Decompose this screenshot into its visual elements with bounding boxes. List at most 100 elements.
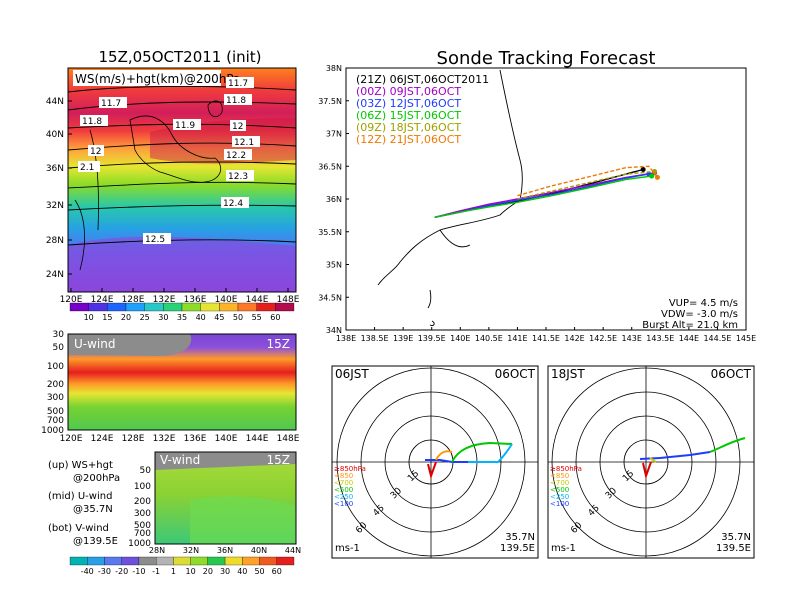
contour-label-bg xyxy=(88,145,104,156)
ws-colorbar-tick: 25 xyxy=(140,313,150,322)
track-x-tick-label: 140.5E xyxy=(475,334,503,343)
map-contour-labels: 11.7 11.7 11.8 11.8 11.9 12 12 12.1 12.2 12.3 12.4… xyxy=(78,77,260,245)
legend-note-line1: (bot) V-wind xyxy=(48,523,109,534)
v-pressure-tick-label: 100 xyxy=(134,482,151,492)
hodograph-right: 18JST 06OCT35.7N139.5Ems-115304560≥850hPa… xyxy=(547,365,755,559)
track-end-point xyxy=(652,168,658,174)
contour-label: 12.5 xyxy=(145,235,165,245)
track-x-tick-label: 138.5E xyxy=(361,334,389,343)
contour-label-bg xyxy=(224,94,252,105)
track-note: VDW= -3.0 m/s xyxy=(661,309,738,320)
track-y-tick-label: 36N xyxy=(326,195,342,204)
u-lon-tick-label: 144E xyxy=(246,434,269,444)
v-pressure-tick-label: 500 xyxy=(134,521,151,531)
hodograph-legend-entry: <100 xyxy=(334,500,353,508)
track-panel: 138E 138.5E 139E 139.5E 140E 140.5E 141E 141.5E… xyxy=(318,64,756,343)
track-y-tick-label: 35.5N xyxy=(318,228,342,237)
ws-colorbar-swatch xyxy=(219,302,239,312)
track-x-tick-label: 138E xyxy=(336,334,356,343)
wind-colorbar-swatch xyxy=(190,556,208,566)
wind-colorbar-swatch xyxy=(259,556,277,566)
v-negative-region xyxy=(155,452,296,470)
map-lat-tick-label: 32N xyxy=(46,201,64,211)
ws-colorbar-swatch xyxy=(69,302,89,312)
track-legend: (21Z) 06JST,06OCT2011(00Z) 09JST,06OCT(0… xyxy=(356,73,489,146)
u-lon-tick-label: 132E xyxy=(153,434,176,444)
contour-label-bg xyxy=(226,170,254,181)
ws-colorbar-swatch xyxy=(144,302,164,312)
track-series-line xyxy=(434,175,652,218)
track-x-tick-label: 142E xyxy=(564,334,584,343)
contour-label: 11.7 xyxy=(101,99,121,109)
track-end-point xyxy=(640,167,646,173)
map-lon-tick-label: 128E xyxy=(122,295,145,305)
contour-label: 12 xyxy=(90,147,101,157)
ws-colorbar-swatch xyxy=(237,302,257,312)
ws-colorbar-tick: 45 xyxy=(214,313,224,322)
v-wind-label: V-wind xyxy=(160,453,200,467)
map-lat-ticks: 44N 40N 36N 32N 28N 24N xyxy=(46,97,72,280)
wind-colorbar-tick: 20 xyxy=(203,567,213,576)
track-note: Burst Alt= 21.0 km xyxy=(642,320,738,331)
wind-colorbar-swatch xyxy=(207,556,226,566)
u-lon-tick-label: 140E xyxy=(215,434,238,444)
v-lat-tick-label: 36N xyxy=(217,546,233,555)
hodograph-lat: 35.7N xyxy=(505,532,535,543)
v-pressure-tick-label: 50 xyxy=(140,466,152,476)
ws-colorbar-tick: 55 xyxy=(252,313,262,322)
ws-colorbar-tick: 40 xyxy=(196,313,206,322)
map-lon-tick-label: 132E xyxy=(153,295,176,305)
v-pressure-tick-label: 1000 xyxy=(128,539,151,549)
track-end-point xyxy=(649,173,655,179)
hodograph-date: 06OCT xyxy=(711,367,752,381)
v-lat-tick-label: 40N xyxy=(251,546,267,555)
v-lat-tick-label: 44N xyxy=(285,546,301,555)
map-lon-tick-label: 148E xyxy=(277,295,300,305)
ws-map-label: WS(m/s)+hgt(km)@200hPa xyxy=(75,72,240,86)
u-lon-tick-label: 120E xyxy=(60,434,83,444)
hodograph-legend-entry: <850 xyxy=(334,472,353,480)
ws-colorbar-tick: 60 xyxy=(270,313,280,322)
u-pressure-tick-label: 300 xyxy=(47,393,64,403)
track-legend-entry: (21Z) 06JST,06OCT2011 xyxy=(356,73,489,86)
legend-note-line1: (mid) U-wind xyxy=(48,491,112,502)
track-y-tick-label: 34.5N xyxy=(318,293,342,302)
contour-label: 11.9 xyxy=(175,121,195,131)
track-y-tick-label: 34N xyxy=(326,326,342,335)
u-pressure-tick-label: 30 xyxy=(53,330,65,340)
v-wind-time: 15Z xyxy=(267,453,291,467)
contour-label-bg xyxy=(232,136,260,147)
contour-label-bg xyxy=(173,119,201,130)
u-pressure-tick-label: 50 xyxy=(53,343,65,353)
hodograph-trace xyxy=(468,443,513,463)
hodograph-legend-entry: <500 xyxy=(334,486,353,494)
v-positive-region xyxy=(190,496,296,544)
hodograph-date: 06OCT xyxy=(495,367,536,381)
v-pressure-tick-label: 200 xyxy=(134,497,151,507)
u-pressure-tick-label: 700 xyxy=(47,416,64,426)
contour-label: 12.1 xyxy=(234,138,254,148)
wind-colorbar-swatch xyxy=(87,556,105,566)
u-wind-time: 15Z xyxy=(267,337,291,351)
wind-colorbar-swatch xyxy=(121,556,140,566)
u-negative-region xyxy=(68,334,192,356)
contour-label: 12.4 xyxy=(223,199,243,209)
weak-wind-region xyxy=(68,236,296,292)
hodograph-trace xyxy=(435,450,453,461)
hodograph-lon: 139.5E xyxy=(716,543,751,554)
contour-label: 12.3 xyxy=(228,172,248,182)
track-x-tick-label: 145E xyxy=(736,334,756,343)
u-pressure-tick-label: 200 xyxy=(47,380,64,390)
wind-colorbar-tick: -10 xyxy=(132,567,145,576)
left-title: 15Z,05OCT2011 (init) xyxy=(98,48,261,66)
track-y-tick-label: 37N xyxy=(326,130,342,139)
contour-label: 2.1 xyxy=(80,163,94,173)
track-lines xyxy=(434,165,660,218)
track-x-ticks: 138E 138.5E 139E 139.5E 140E 140.5E 141E 141.5E… xyxy=(336,327,756,343)
legend-note-line2: @200hPa xyxy=(73,473,120,484)
v-lat-ticks: 28N 32N 36N 40N 44N xyxy=(149,546,301,555)
ws-label-box xyxy=(73,70,221,86)
u-lon-tick-label: 124E xyxy=(91,434,114,444)
track-legend-entry: (12Z) 21JST,06OCT xyxy=(356,133,461,146)
